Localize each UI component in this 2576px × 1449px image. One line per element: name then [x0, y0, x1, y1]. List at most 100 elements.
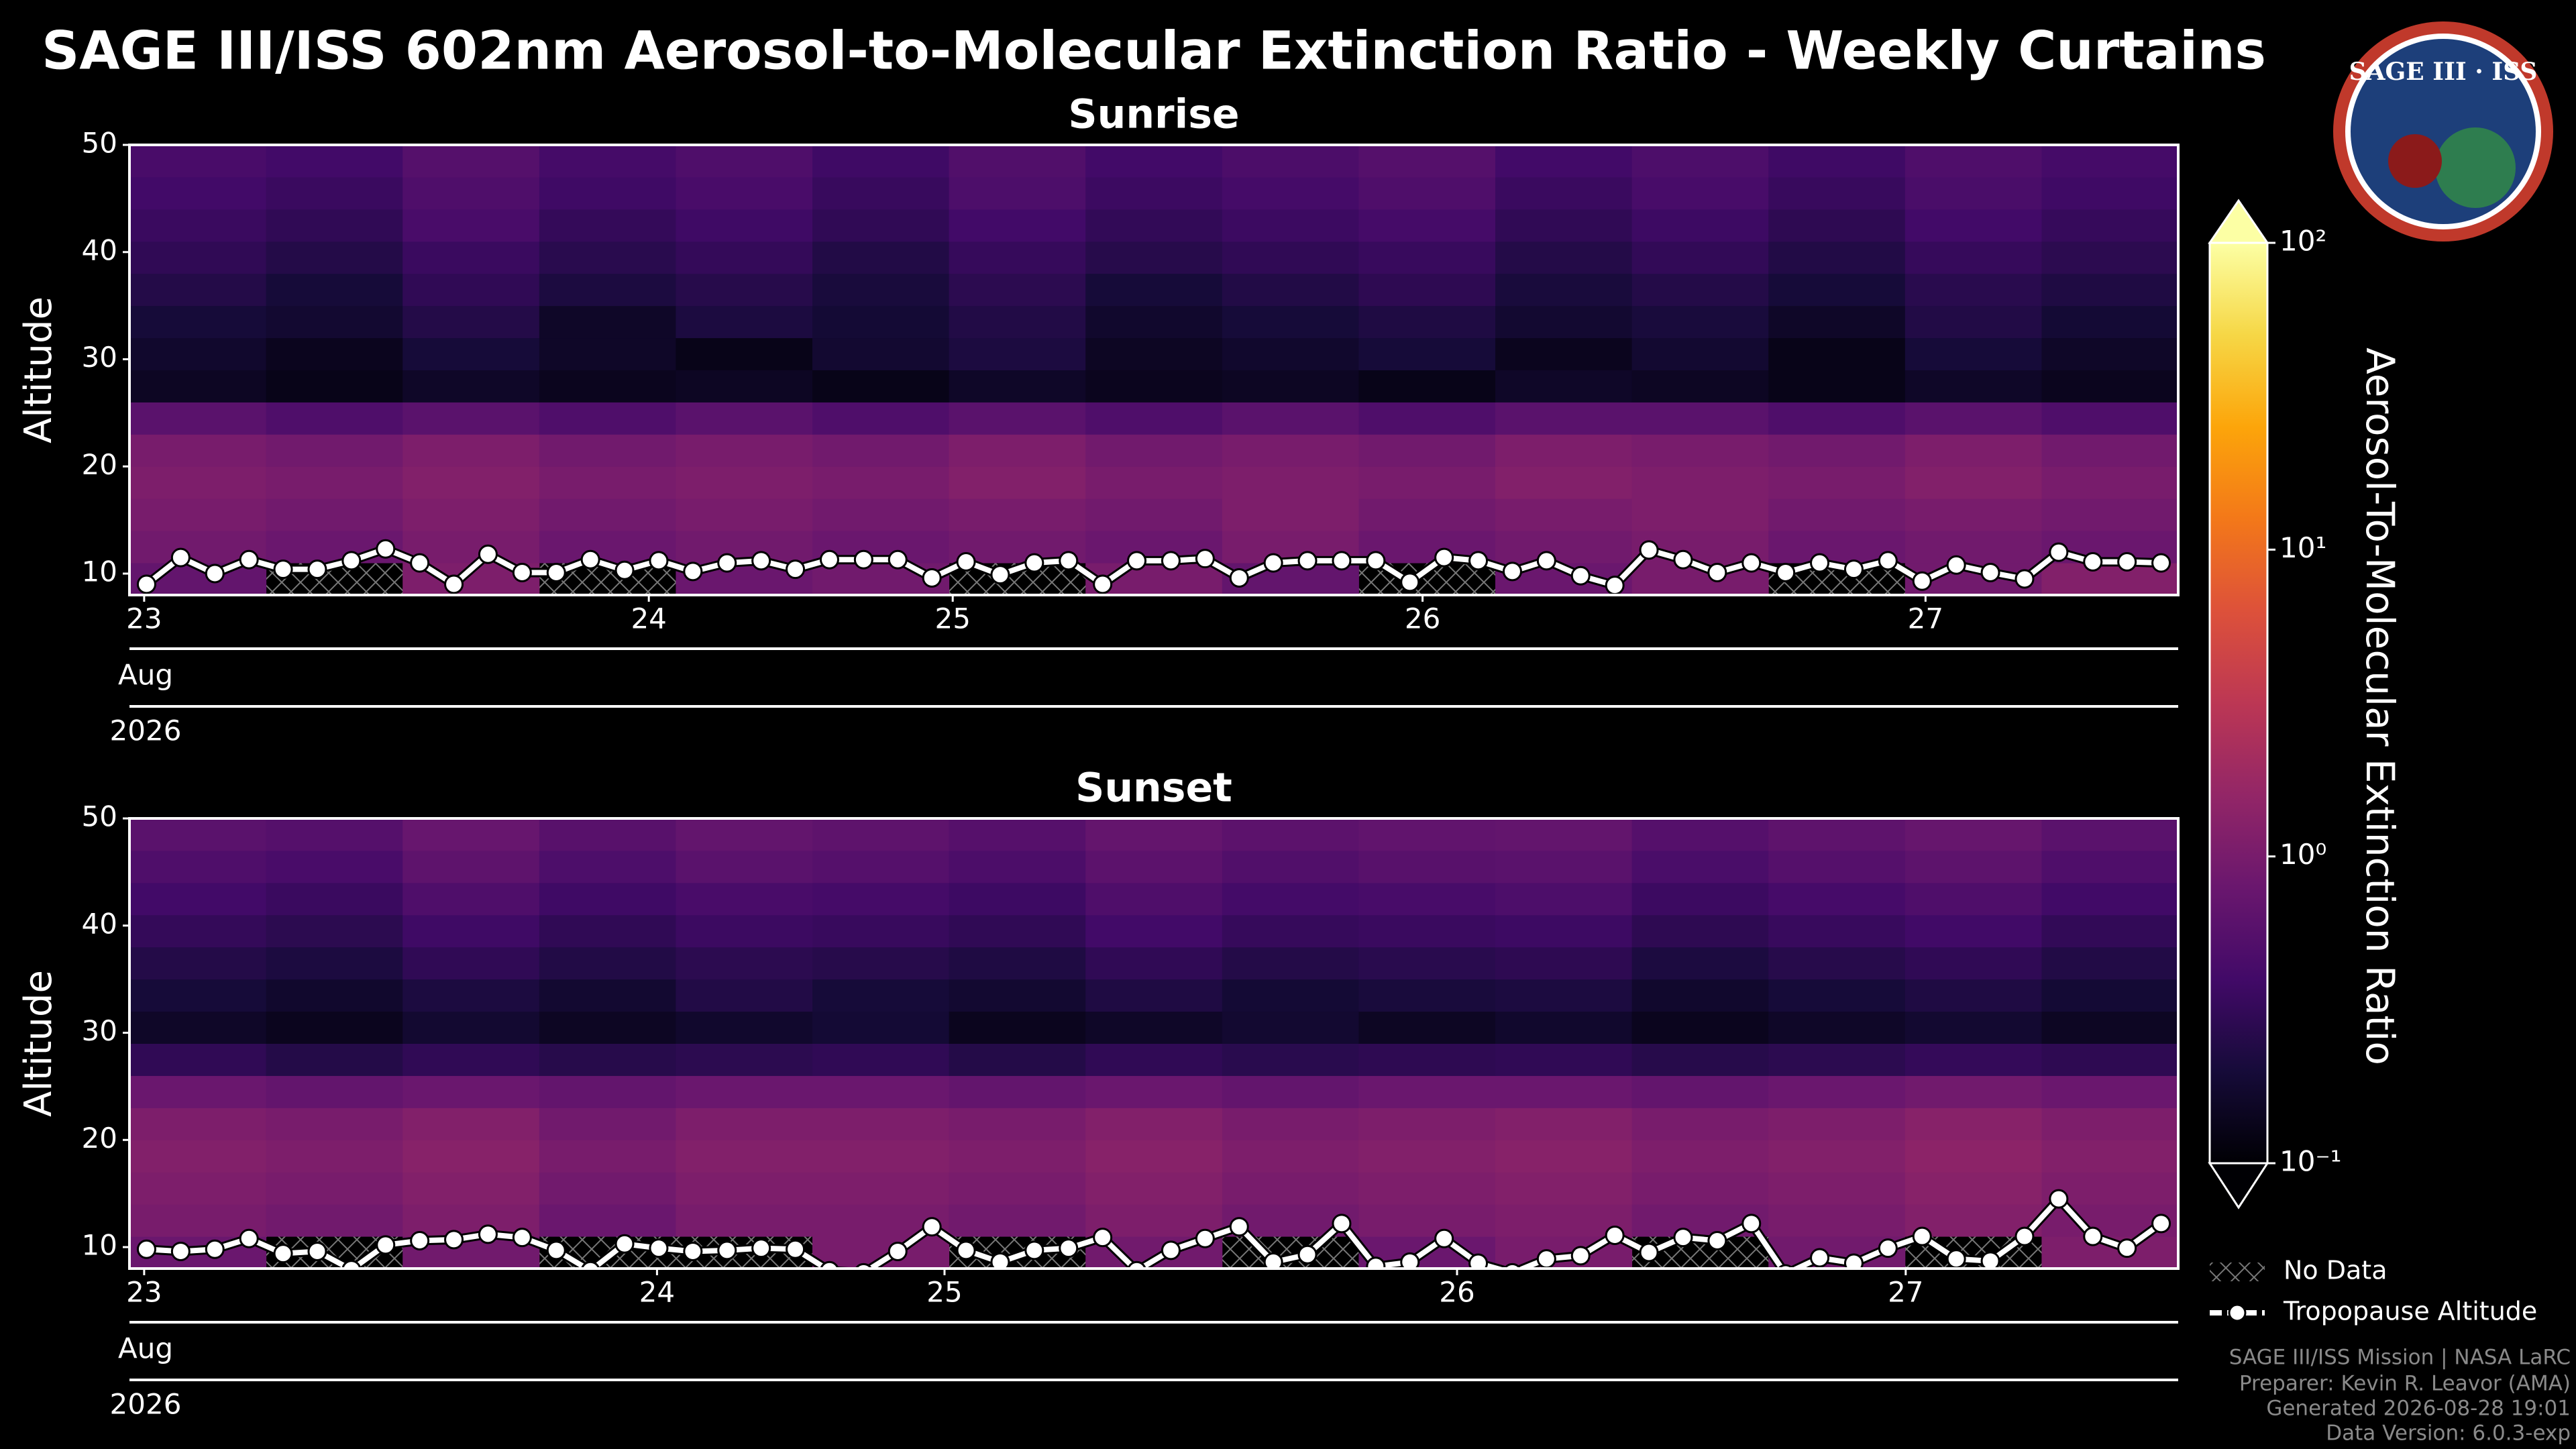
tropopause-marker — [1161, 551, 1181, 571]
tropopause-marker — [1810, 553, 1830, 573]
heatmap-cell — [266, 1043, 403, 1076]
heatmap-cell — [539, 1011, 676, 1044]
tropopause-marker — [1400, 572, 1420, 592]
heatmap-cell — [812, 1108, 950, 1140]
heatmap-cell — [812, 1043, 950, 1076]
heatmap-cell — [676, 1075, 813, 1108]
heatmap-cell — [949, 273, 1086, 307]
heatmap-cell — [539, 1204, 676, 1237]
heatmap-cell — [676, 273, 813, 307]
tropopause-marker — [1673, 1228, 1693, 1248]
heatmap-cell — [1904, 466, 2042, 499]
tropopause-marker — [786, 559, 806, 580]
heatmap-cell — [266, 241, 403, 274]
footer-line: Generated 2026-08-28 19:01 — [2266, 1397, 2571, 1421]
heatmap-cell — [812, 850, 950, 883]
tropopause-marker — [1843, 559, 1864, 580]
heatmap-cell — [1085, 979, 1223, 1012]
y-tick-label: 10 — [82, 555, 117, 588]
heatmap-cell — [129, 947, 267, 980]
heatmap-cell — [1358, 1043, 1496, 1076]
tropopause-marker — [341, 1260, 362, 1269]
heatmap-cell — [676, 1043, 813, 1076]
heatmap-cell — [676, 947, 813, 980]
heatmap-cell — [2041, 947, 2178, 980]
tropopause-marker — [512, 1228, 532, 1248]
heatmap-cell — [129, 402, 267, 435]
heatmap-cell — [1904, 209, 2042, 242]
heatmap-cell — [1222, 882, 1359, 916]
footer-line: Preparer: Kevin R. Leavor (AMA) — [2239, 1372, 2571, 1396]
heatmap-cell — [676, 145, 813, 178]
heatmap-cell — [539, 434, 676, 467]
heatmap-cell — [1085, 434, 1223, 467]
heatmap-cell — [676, 850, 813, 883]
heatmap-cell — [676, 818, 813, 851]
heatmap-cell — [676, 1172, 813, 1205]
colorbar: Aerosol-To-Molecular Extinction Ratio 10… — [2208, 199, 2403, 1210]
heatmap-cell — [676, 241, 813, 274]
tropopause-marker — [1127, 551, 1147, 571]
axes-frame — [128, 817, 2180, 1270]
heatmap-cell — [1085, 402, 1223, 435]
axes-frame — [128, 144, 2180, 596]
tropopause-marker — [1707, 562, 1727, 582]
month-label: Aug — [118, 1332, 173, 1365]
legend-label: No Data — [2284, 1256, 2387, 1285]
heatmap-cell — [949, 176, 1086, 210]
heatmap-cell — [676, 402, 813, 435]
tropopause-marker — [1776, 562, 1796, 582]
heatmap-cell — [2041, 466, 2178, 499]
heatmap-cell — [1495, 337, 1633, 370]
heatmap-cell — [1631, 273, 1769, 307]
heatmap-cell — [1085, 273, 1223, 307]
heatmap-cell — [2041, 1043, 2178, 1076]
colorbar-tick-label: 10² — [2279, 225, 2326, 258]
y-axis-label: Altitude — [17, 297, 60, 443]
logo-earth — [2435, 127, 2516, 208]
heatmap-cell — [949, 1204, 1086, 1237]
heatmap-cell — [402, 1043, 540, 1076]
tropopause-marker — [2049, 1189, 2069, 1209]
tropopause-marker — [376, 539, 396, 559]
heatmap-cell — [539, 947, 676, 980]
tropopause-marker — [1536, 1249, 1556, 1269]
heatmap-cell — [539, 273, 676, 307]
panel: Sunrise Altitude 10 20 30 40 50 23 24 25 26 27 Aug 20… — [17, 91, 2180, 747]
heatmap-cell — [129, 337, 267, 370]
tropopause-marker — [1605, 576, 1625, 595]
heatmap-cell — [539, 209, 676, 242]
heatmap-cell — [1768, 1172, 1906, 1205]
heatmap-cell — [1768, 1204, 1906, 1237]
heatmap-cell — [266, 818, 403, 851]
plot-area — [129, 145, 2178, 595]
heatmap-cell — [2041, 176, 2178, 210]
heatmap-cell — [1358, 1172, 1496, 1205]
tropopause-marker — [1332, 551, 1352, 571]
tropopause-marker — [1195, 1228, 1215, 1248]
heatmap-cell — [129, 850, 267, 883]
heatmap-cell — [1768, 818, 1906, 851]
heatmap-cell — [402, 402, 540, 435]
tropopause-marker — [1741, 553, 1762, 573]
heatmap-cell — [1495, 531, 1633, 564]
tropopause-marker — [1468, 551, 1489, 571]
heatmap-cell — [1904, 1075, 2042, 1108]
heatmap-cell — [676, 1011, 813, 1044]
heatmap-cell — [1768, 1011, 1906, 1044]
tropopause-marker — [239, 1228, 259, 1248]
heatmap-cell — [1222, 947, 1359, 980]
heatmap-cell — [2041, 1075, 2178, 1108]
tropopause-marker — [990, 565, 1010, 585]
heatmap-cell — [402, 273, 540, 307]
heatmap-cell — [1904, 882, 2042, 916]
heatmap-cell — [1085, 466, 1223, 499]
tropopause-marker — [1843, 1253, 1864, 1269]
tropopause-marker — [649, 551, 669, 571]
heatmap-cell — [812, 434, 950, 467]
tropopause-marker — [307, 559, 327, 580]
heatmap-cell — [1768, 176, 1906, 210]
heatmap-cell — [1358, 1011, 1496, 1044]
heatmap-cell — [2041, 241, 2178, 274]
heatmap-cell — [812, 209, 950, 242]
